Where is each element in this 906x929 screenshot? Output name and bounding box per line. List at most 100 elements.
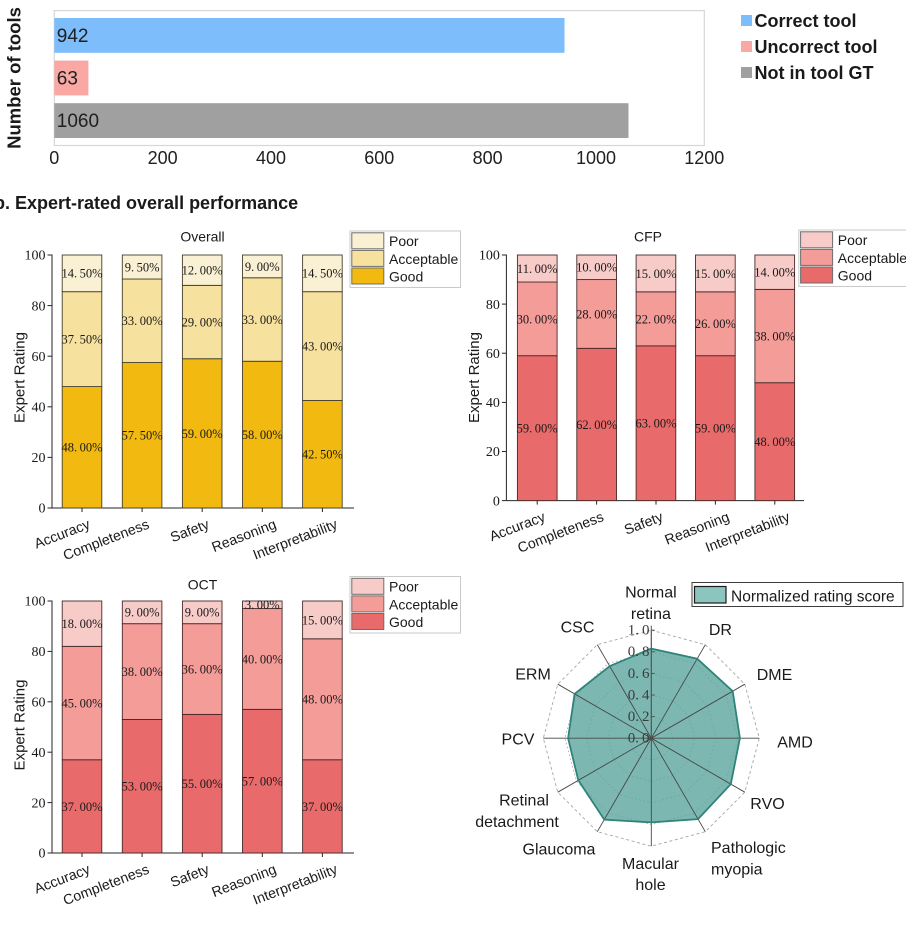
svg-text:Poor: Poor <box>838 232 868 248</box>
svg-text:37. 00%: 37. 00% <box>61 800 102 814</box>
svg-text:Expert Rating: Expert Rating <box>12 332 29 423</box>
svg-text:Poor: Poor <box>389 233 419 249</box>
svg-text:37. 00%: 37. 00% <box>302 800 343 814</box>
svg-text:22. 00%: 22. 00% <box>635 312 676 326</box>
svg-text:45. 00%: 45. 00% <box>61 697 102 711</box>
svg-text:60: 60 <box>32 350 46 365</box>
svg-text:60: 60 <box>486 347 500 362</box>
svg-text:59. 00%: 59. 00% <box>182 427 223 441</box>
svg-text:40: 40 <box>486 396 500 411</box>
svg-text:CFP: CFP <box>634 228 662 244</box>
svg-text:hole: hole <box>635 877 665 894</box>
svg-text:1060: 1060 <box>57 111 99 132</box>
svg-text:14. 50%: 14. 50% <box>302 267 343 281</box>
svg-text:0: 0 <box>493 494 500 509</box>
svg-text:9. 00%: 9. 00% <box>125 606 160 620</box>
svg-text:100: 100 <box>25 595 46 610</box>
svg-text:0: 0 <box>39 847 46 862</box>
svg-text:15. 00%: 15. 00% <box>635 267 676 281</box>
svg-text:detachment: detachment <box>475 814 559 831</box>
svg-text:43. 00%: 43. 00% <box>302 340 343 354</box>
svg-text:40: 40 <box>32 746 46 761</box>
svg-text:retina: retina <box>631 606 671 623</box>
svg-text:ERM: ERM <box>515 666 551 683</box>
svg-text:Not in tool GT: Not in tool GT <box>755 63 874 83</box>
svg-text:60: 60 <box>32 696 46 711</box>
svg-text:20: 20 <box>486 445 500 460</box>
svg-text:0. 4: 0. 4 <box>628 687 650 703</box>
svg-text:Good: Good <box>389 268 423 284</box>
svg-text:48. 00%: 48. 00% <box>61 441 102 455</box>
svg-text:Macular: Macular <box>622 856 680 873</box>
svg-text:Acceptable: Acceptable <box>389 251 458 267</box>
svg-text:33. 00%: 33. 00% <box>122 314 163 328</box>
svg-text:3. 00%: 3. 00% <box>245 598 280 612</box>
svg-text:Good: Good <box>838 267 872 283</box>
svg-text:RVO: RVO <box>750 796 784 813</box>
svg-text:40: 40 <box>32 401 46 416</box>
svg-text:59. 00%: 59. 00% <box>517 422 558 436</box>
svg-text:42. 50%: 42. 50% <box>302 448 343 462</box>
svg-text:38. 00%: 38. 00% <box>754 329 795 343</box>
svg-text:0. 0: 0. 0 <box>628 731 650 747</box>
svg-text:28. 00%: 28. 00% <box>576 307 617 321</box>
svg-text:9. 00%: 9. 00% <box>185 606 220 620</box>
svg-text:63. 00%: 63. 00% <box>635 417 676 431</box>
svg-text:80: 80 <box>32 299 46 314</box>
svg-text:14. 50%: 14. 50% <box>61 267 102 281</box>
svg-text:AMD: AMD <box>777 734 813 751</box>
svg-text:58. 00%: 58. 00% <box>242 428 283 442</box>
svg-text:Acceptable: Acceptable <box>389 596 458 612</box>
svg-text:0. 2: 0. 2 <box>628 709 650 725</box>
svg-text:12. 00%: 12. 00% <box>182 264 223 278</box>
svg-text:myopia: myopia <box>711 862 763 879</box>
svg-text:DR: DR <box>709 622 732 639</box>
svg-text:62. 00%: 62. 00% <box>576 418 617 432</box>
svg-text:0: 0 <box>49 148 59 168</box>
svg-text:48. 00%: 48. 00% <box>754 435 795 449</box>
svg-text:Expert Rating: Expert Rating <box>466 332 483 423</box>
svg-text:DME: DME <box>757 667 793 684</box>
svg-text:Pathologic: Pathologic <box>711 840 786 857</box>
svg-text:PCV: PCV <box>502 731 535 748</box>
svg-text:55. 00%: 55. 00% <box>182 777 223 791</box>
svg-text:15. 00%: 15. 00% <box>695 267 736 281</box>
svg-text:53. 00%: 53. 00% <box>122 780 163 794</box>
svg-text:1200: 1200 <box>684 148 724 168</box>
svg-text:Number of tools: Number of tools <box>4 7 25 149</box>
svg-text:Good: Good <box>389 614 423 630</box>
svg-text:0. 8: 0. 8 <box>628 644 650 660</box>
svg-text:18. 00%: 18. 00% <box>61 617 102 631</box>
svg-text:Glaucoma: Glaucoma <box>523 841 596 858</box>
svg-text:400: 400 <box>256 148 286 168</box>
svg-text:Poor: Poor <box>389 579 419 595</box>
svg-text:b. Expert-rated overall perfor: b. Expert-rated overall performance <box>0 193 298 213</box>
svg-text:20: 20 <box>32 796 46 811</box>
svg-text:37. 50%: 37. 50% <box>61 333 102 347</box>
svg-text:9. 00%: 9. 00% <box>245 260 280 274</box>
svg-text:OCT: OCT <box>188 577 218 593</box>
svg-text:Uncorrect tool: Uncorrect tool <box>755 37 878 57</box>
svg-text:14. 00%: 14. 00% <box>754 266 795 280</box>
svg-text:36. 00%: 36. 00% <box>182 662 223 676</box>
svg-text:800: 800 <box>473 148 503 168</box>
svg-text:Expert Rating: Expert Rating <box>12 680 29 771</box>
svg-text:942: 942 <box>57 26 89 47</box>
svg-text:15. 00%: 15. 00% <box>302 613 343 627</box>
svg-text:Overall: Overall <box>180 228 224 244</box>
svg-text:59. 00%: 59. 00% <box>695 422 736 436</box>
svg-text:10. 00%: 10. 00% <box>576 261 617 275</box>
svg-text:26. 00%: 26. 00% <box>695 317 736 331</box>
svg-text:80: 80 <box>32 645 46 660</box>
svg-text:Normalized rating score: Normalized rating score <box>731 588 895 605</box>
svg-text:0: 0 <box>39 502 46 517</box>
svg-text:Retinal: Retinal <box>499 793 549 810</box>
svg-text:33. 00%: 33. 00% <box>242 313 283 327</box>
svg-text:57. 50%: 57. 50% <box>122 429 163 443</box>
svg-text:30. 00%: 30. 00% <box>517 312 558 326</box>
svg-text:200: 200 <box>148 148 178 168</box>
svg-text:63: 63 <box>57 69 78 90</box>
svg-text:48. 00%: 48. 00% <box>302 693 343 707</box>
svg-text:100: 100 <box>25 249 46 264</box>
svg-text:38. 00%: 38. 00% <box>122 665 163 679</box>
